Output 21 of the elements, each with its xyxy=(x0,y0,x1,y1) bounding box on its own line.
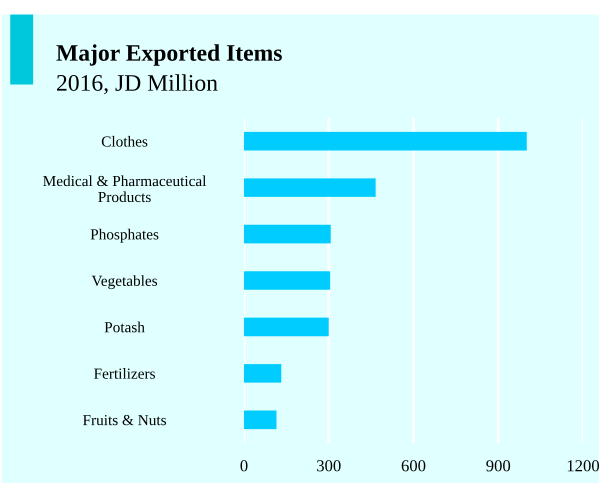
y-tick-label: Medical & Pharmaceutical Products xyxy=(43,175,206,202)
x-tick-label: 1200 xyxy=(568,460,600,472)
y-tick-label: Vegetables xyxy=(92,275,158,290)
bar xyxy=(244,271,330,290)
x-tick-label: 600 xyxy=(402,460,426,472)
bar xyxy=(244,132,527,150)
bar xyxy=(244,178,376,197)
x-tick-label: 900 xyxy=(486,460,510,472)
y-tick-label: Fruits & Nuts xyxy=(82,414,166,426)
chart-title: Major Exported Items xyxy=(56,44,282,66)
x-tick-label: 300 xyxy=(317,460,341,472)
bar xyxy=(244,364,282,383)
bar xyxy=(244,224,331,244)
y-tick-label: Potash xyxy=(104,322,145,332)
chart-subtitle: 2016, JD Million xyxy=(57,74,218,94)
y-tick-label: Phosphates xyxy=(90,228,158,243)
y-tick-label: Fertilizers xyxy=(94,368,155,379)
bar xyxy=(244,318,329,336)
x-tick-label: 0 xyxy=(240,460,248,472)
bar xyxy=(244,410,276,430)
y-tick-label: Clothes xyxy=(102,136,148,147)
